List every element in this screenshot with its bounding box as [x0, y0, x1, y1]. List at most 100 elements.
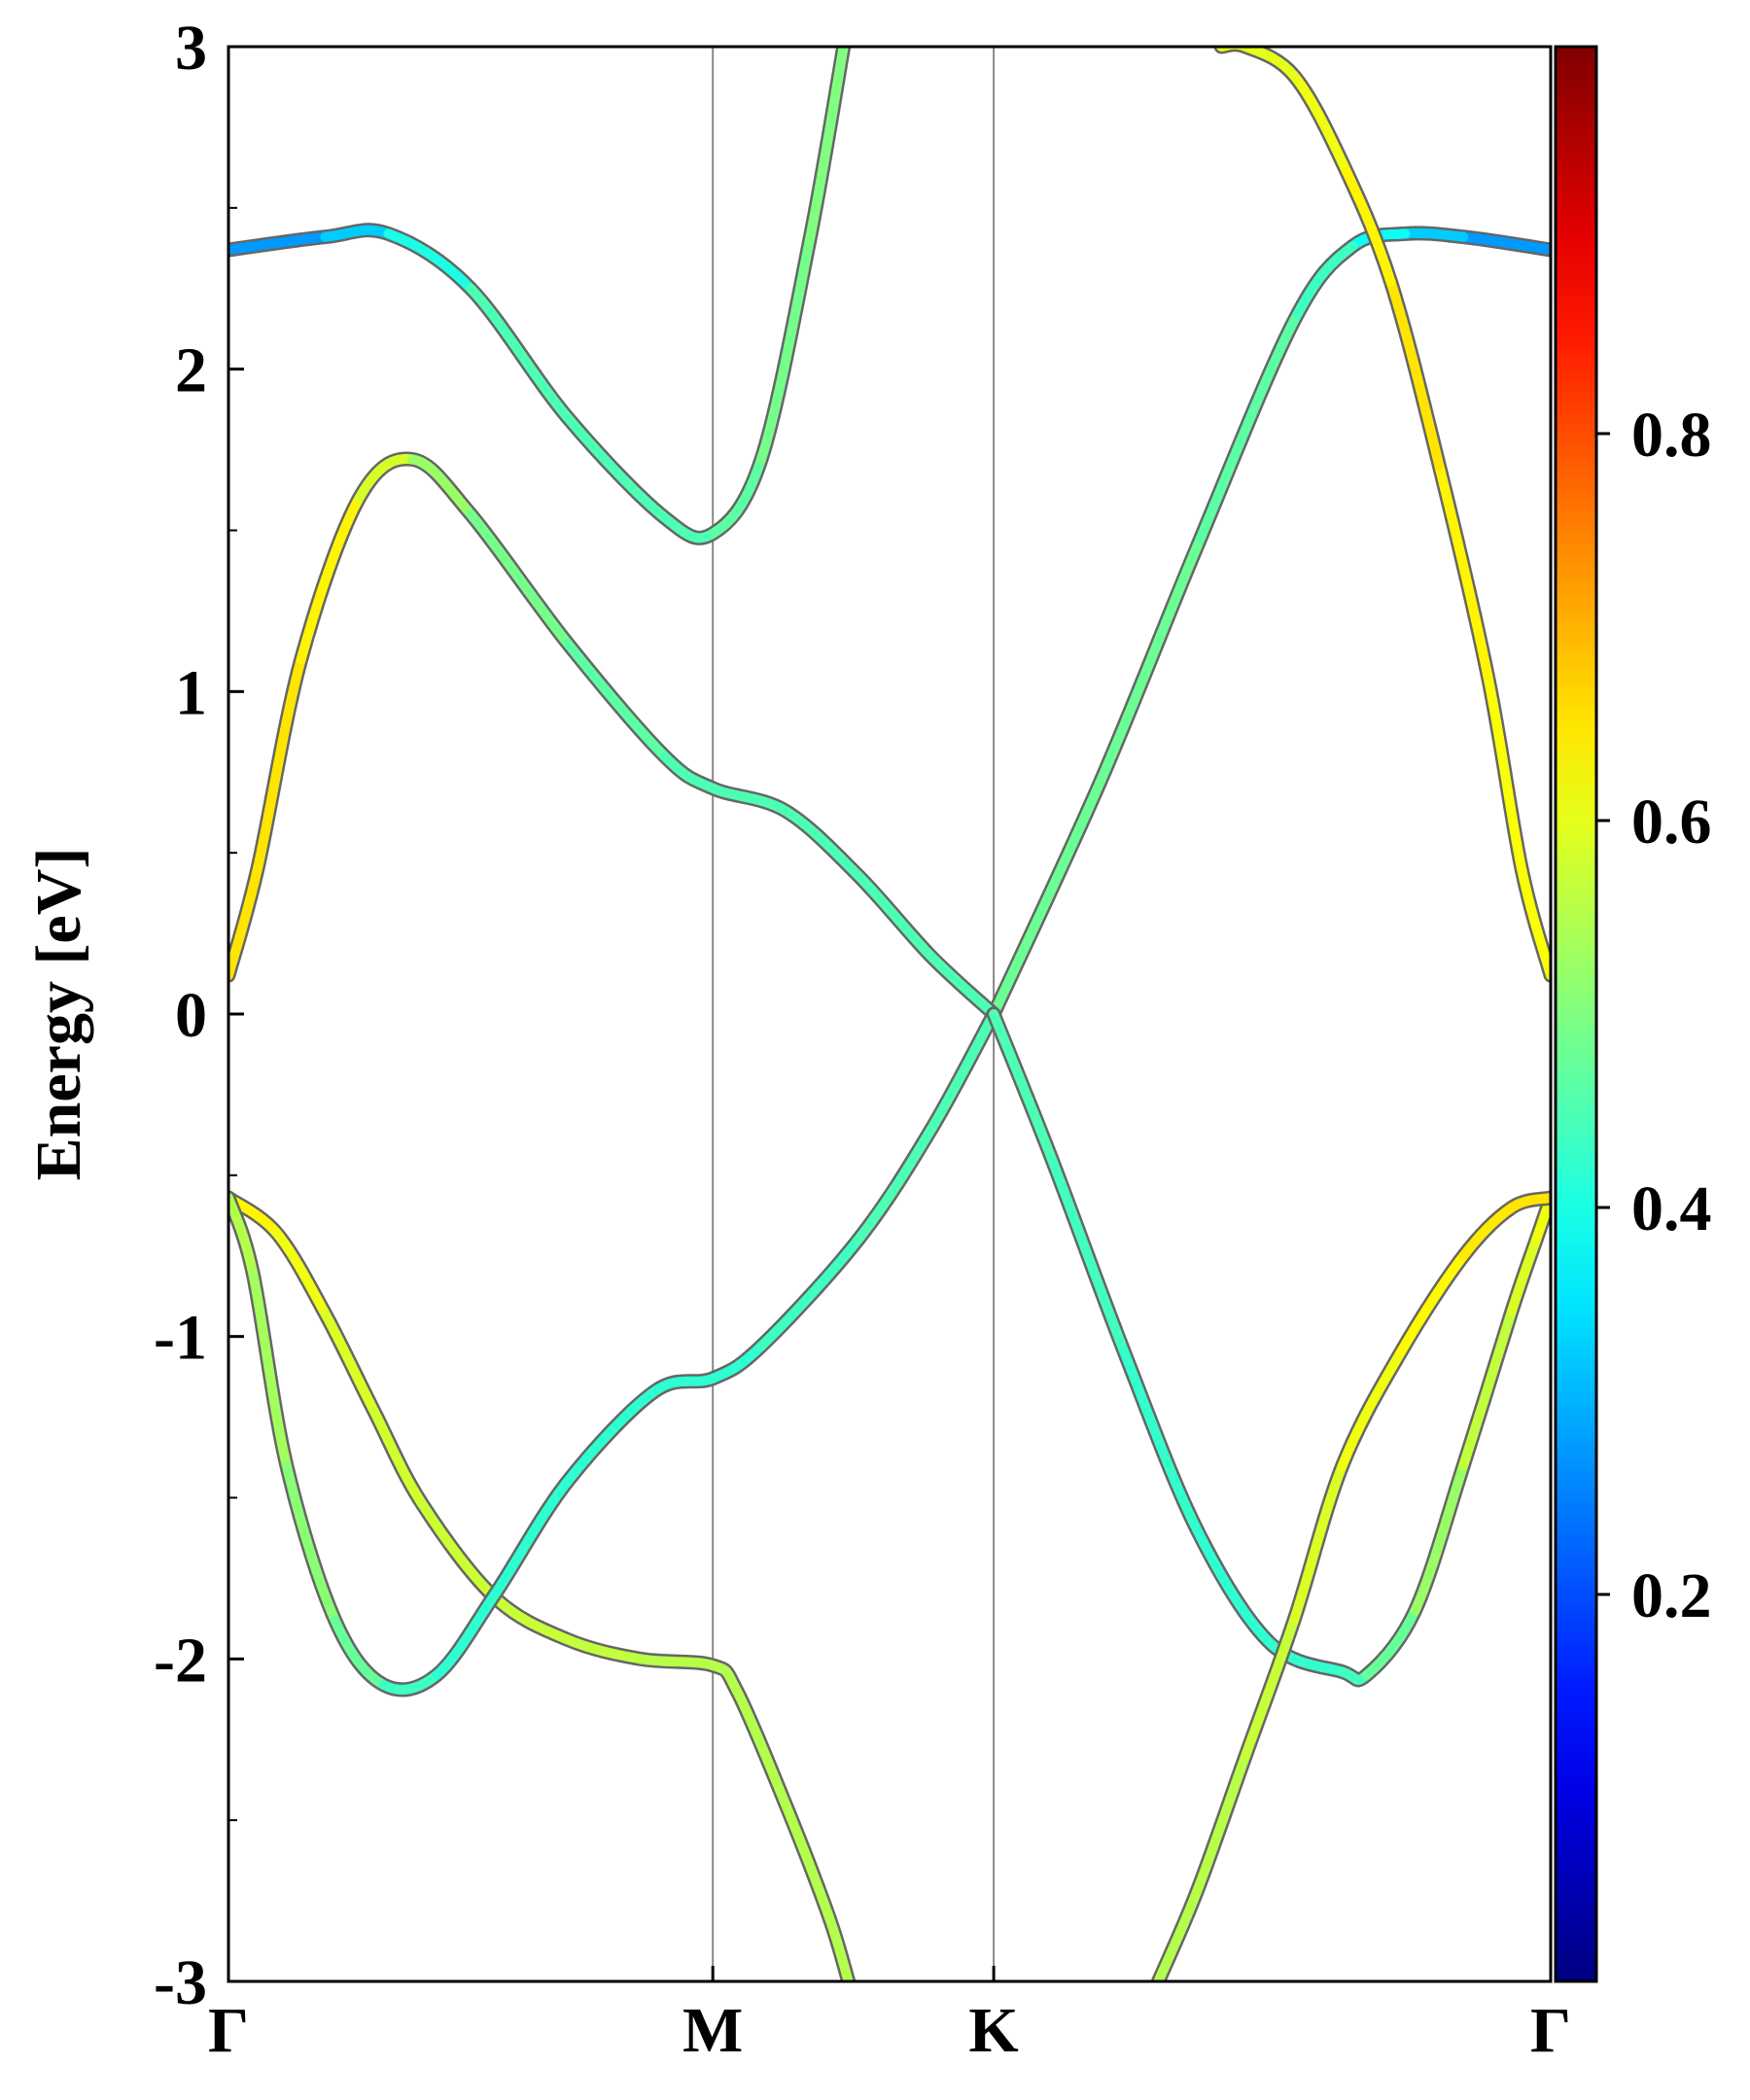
band-segment: [417, 1499, 500, 1603]
band-segment: [804, 47, 849, 245]
band-segment: [562, 1386, 660, 1487]
band-segment: [649, 1373, 718, 1397]
colorbar-tick-label: 0.6: [1631, 787, 1712, 858]
band-3: [228, 451, 1001, 1022]
band-segment: [1434, 461, 1493, 681]
band-segment: [247, 1267, 292, 1471]
band-segment: [756, 235, 815, 465]
band-segment: [252, 654, 306, 874]
colorbar: 0.2 0.4 0.6 0.8: [1554, 45, 1712, 1983]
band-segment: [1192, 1750, 1251, 1897]
x-tick-label: M: [682, 1995, 743, 2066]
band-segment: [1289, 1460, 1348, 1626]
band-segment: [1095, 542, 1203, 788]
band-segment: [708, 454, 766, 539]
band-segment: [1361, 1605, 1420, 1680]
band-segment: [1458, 231, 1551, 255]
band-segment: [562, 638, 670, 761]
y-axis-label: Energy [eV]: [23, 848, 94, 1181]
band-outline: [1213, 47, 1551, 983]
band-segment: [1337, 158, 1396, 288]
band-segment: [562, 412, 670, 523]
band-segment: [823, 1911, 854, 1981]
band-segment: [989, 1009, 1057, 1165]
band-segment: [228, 863, 262, 981]
x-tick-label: Γ: [1530, 1995, 1571, 2066]
band-segment: [635, 1654, 718, 1670]
band-segment: [490, 1476, 573, 1599]
y-tick-label: -3: [154, 1947, 207, 2018]
plot-frame: [227, 45, 1553, 1983]
band-segment: [1119, 1348, 1203, 1535]
band-segment: [1400, 228, 1469, 242]
x-tick-label: K: [968, 1995, 1018, 2066]
band-segment: [1046, 1154, 1130, 1358]
band-outline: [1151, 1190, 1551, 1981]
colorbar-tick-label: 0.4: [1631, 1173, 1712, 1244]
band-segment: [466, 508, 573, 648]
band-5: [228, 1190, 857, 1981]
band-segment: [1385, 277, 1445, 472]
band-segment: [490, 1592, 573, 1645]
band-outline: [986, 226, 1551, 1022]
band-segment: [228, 231, 331, 255]
y-axis-ticks: 3 2 1 0 -1 -2 -3: [154, 13, 244, 2018]
band-segment: [296, 493, 365, 665]
colorbar-tick-label: 0.2: [1631, 1560, 1712, 1631]
band-segment: [708, 783, 790, 816]
band-segment: [1153, 1886, 1203, 1981]
band-segment: [1289, 70, 1348, 168]
band-segment: [354, 454, 418, 504]
band-segment: [1517, 863, 1551, 981]
band-segment: [407, 454, 476, 519]
band-outline: [228, 47, 852, 545]
band-segment: [756, 1235, 863, 1351]
band-segment: [378, 1669, 442, 1695]
band-segment: [1192, 1524, 1276, 1648]
band-segment: [1507, 1235, 1542, 1316]
band-segment: [383, 228, 476, 294]
band-segment: [466, 283, 573, 423]
band-segment: [368, 1406, 428, 1510]
y-tick-label: -2: [154, 1625, 207, 1696]
kpoint-lines: [712, 47, 996, 1981]
band-segment: [271, 1228, 331, 1319]
y-tick-label: 2: [175, 335, 207, 406]
x-tick-label: Γ: [208, 1995, 249, 2066]
band-segment: [926, 951, 999, 1019]
band-segment: [1483, 670, 1527, 874]
y-tick-label: 0: [175, 980, 207, 1051]
band-segment: [926, 1009, 999, 1136]
band-lines: [228, 47, 1551, 1981]
band-segment: [780, 1799, 834, 1922]
band-segment: [562, 1634, 646, 1664]
band-segment: [1395, 1250, 1469, 1358]
band-segment: [708, 1661, 743, 1697]
band-segment: [1289, 241, 1357, 326]
colorbar-tick-label: 0.8: [1631, 400, 1712, 471]
band-segment: [853, 1125, 936, 1245]
band-8: [1151, 1190, 1551, 1981]
band-segment: [320, 1309, 379, 1416]
band-segment: [320, 225, 394, 242]
band-2: [986, 226, 1551, 1022]
band-segment: [780, 806, 863, 881]
band-segment: [853, 870, 936, 962]
band-segment: [1337, 1348, 1406, 1471]
band-4: [1213, 47, 1551, 983]
band-segment: [330, 1615, 389, 1690]
band-7: [986, 1006, 1551, 1688]
band-segment: [1458, 1306, 1518, 1471]
colorbar-ticks: 0.2 0.4 0.6 0.8: [1596, 400, 1712, 1631]
plot-area: 3 2 1 0 -1 -2 -3 Γ M K Γ Energy [eV]: [23, 13, 1571, 2066]
band-segment: [1507, 1193, 1551, 1212]
band-1: [228, 47, 852, 545]
colorbar-gradient: [1554, 45, 1598, 1983]
band-segment: [1410, 1460, 1469, 1616]
band-outline: [986, 1006, 1551, 1688]
band-segment: [281, 1460, 340, 1626]
band-segment: [732, 1686, 790, 1809]
y-tick-label: -1: [154, 1303, 207, 1374]
